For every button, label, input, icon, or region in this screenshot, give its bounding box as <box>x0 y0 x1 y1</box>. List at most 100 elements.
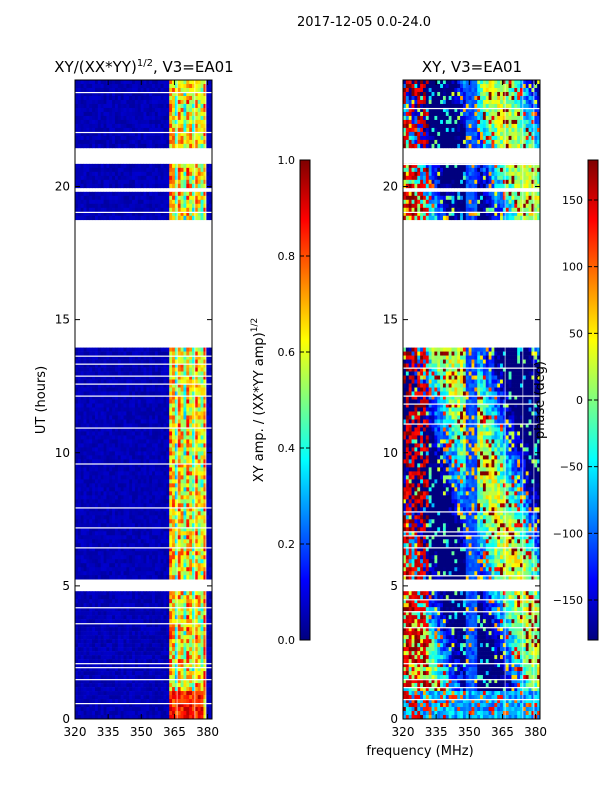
heatmap-cell <box>152 471 156 476</box>
heatmap-cell <box>160 475 164 480</box>
heatmap-cell <box>146 423 150 428</box>
heatmap-cell <box>194 375 199 380</box>
heatmap-cell <box>89 547 93 552</box>
heatmap-cell <box>157 191 162 197</box>
heatmap-cell <box>126 123 130 129</box>
heatmap-cell <box>189 363 193 368</box>
heatmap-cell <box>112 131 116 137</box>
heatmap-cell <box>169 639 173 644</box>
heatmap-cell <box>94 559 99 564</box>
heatmap-cell <box>114 375 119 380</box>
heatmap-cell <box>80 495 84 500</box>
heatmap-cell <box>197 535 201 540</box>
heatmap-cell <box>77 635 82 640</box>
heatmap-cell <box>154 523 159 528</box>
heatmap-cell <box>206 567 210 572</box>
heatmap-cell <box>137 195 142 201</box>
heatmap-cell <box>200 527 204 532</box>
heatmap-cell <box>80 387 84 392</box>
heatmap-cell <box>197 347 201 352</box>
heatmap-cell <box>169 415 173 420</box>
heatmap-cell <box>192 599 196 604</box>
heatmap-cell <box>169 515 173 520</box>
heatmap-cell <box>149 435 153 440</box>
heatmap-cell <box>169 635 173 640</box>
heatmap-cell <box>146 591 150 596</box>
heatmap-cell <box>203 363 207 368</box>
heatmap-cell <box>83 515 87 520</box>
heatmap-cell <box>183 547 187 552</box>
heatmap-cell <box>154 475 159 480</box>
heatmap-cell <box>183 555 187 560</box>
heatmap-cell <box>194 551 199 556</box>
heatmap-cell <box>157 375 162 380</box>
heatmap-cell <box>114 135 119 141</box>
heatmap-cell <box>114 443 119 448</box>
heatmap-cell <box>206 523 210 528</box>
heatmap-cell <box>206 111 210 117</box>
heatmap-cell <box>109 623 113 628</box>
heatmap-cell <box>154 175 159 181</box>
heatmap-cell <box>203 511 207 516</box>
heatmap-cell <box>183 95 187 101</box>
heatmap-cell <box>160 603 164 608</box>
heatmap-cell <box>129 191 133 197</box>
heatmap-cell <box>163 135 167 141</box>
heatmap-cell <box>186 635 190 640</box>
heatmap-cell <box>200 563 204 568</box>
heatmap-cell <box>183 99 187 105</box>
heatmap-cell <box>83 215 87 221</box>
heatmap-cell <box>166 615 170 620</box>
heatmap-cell <box>114 527 119 532</box>
heatmap-cell <box>112 171 116 177</box>
heatmap-cell <box>132 355 136 360</box>
heatmap-cell <box>194 195 199 201</box>
heatmap-cell <box>200 439 204 444</box>
heatmap-cell <box>172 531 176 536</box>
heatmap-cell <box>192 191 196 197</box>
heatmap-cell <box>126 595 130 600</box>
heatmap-cell <box>92 559 96 564</box>
heatmap-cell <box>192 383 196 388</box>
heatmap-cell <box>86 80 90 85</box>
heatmap-cell <box>92 207 96 213</box>
heatmap-cell <box>160 503 164 508</box>
heatmap-cell <box>134 103 139 109</box>
heatmap-flag-line <box>75 527 212 529</box>
heatmap-cell <box>192 379 196 384</box>
heatmap-cell <box>194 367 199 372</box>
heatmap-cell <box>149 603 153 608</box>
heatmap-cell <box>157 167 162 173</box>
heatmap-cell <box>77 619 82 624</box>
heatmap-cell <box>172 631 176 636</box>
heatmap-cell <box>197 427 201 432</box>
heatmap-cell <box>197 195 201 201</box>
heatmap-cell <box>132 527 136 532</box>
heatmap-cell <box>206 367 210 372</box>
heatmap-cell <box>137 643 142 648</box>
heatmap-cell <box>89 391 93 396</box>
heatmap-cell <box>192 611 196 616</box>
heatmap-cell <box>89 479 93 484</box>
heatmap-cell <box>194 611 199 616</box>
heatmap-cell <box>209 387 213 392</box>
heatmap-cell <box>112 439 116 444</box>
heatmap-cell <box>183 523 187 528</box>
heatmap-cell <box>197 623 201 628</box>
heatmap-cell <box>129 143 133 149</box>
heatmap-cell <box>154 455 159 460</box>
heatmap-cell <box>92 471 96 476</box>
heatmap-cell <box>94 355 99 360</box>
heatmap-cell <box>100 467 104 472</box>
heatmap-cell <box>172 499 176 504</box>
heatmap-cell <box>197 615 201 620</box>
heatmap-cell <box>103 631 107 636</box>
heatmap-cell <box>86 523 90 528</box>
heatmap-cell <box>140 431 144 436</box>
heatmap-cell <box>157 139 162 145</box>
heatmap-cell <box>206 551 210 556</box>
heatmap-cell <box>112 199 116 205</box>
heatmap-cell <box>160 403 164 408</box>
heatmap-cell <box>106 363 110 368</box>
heatmap-cell <box>154 367 159 372</box>
